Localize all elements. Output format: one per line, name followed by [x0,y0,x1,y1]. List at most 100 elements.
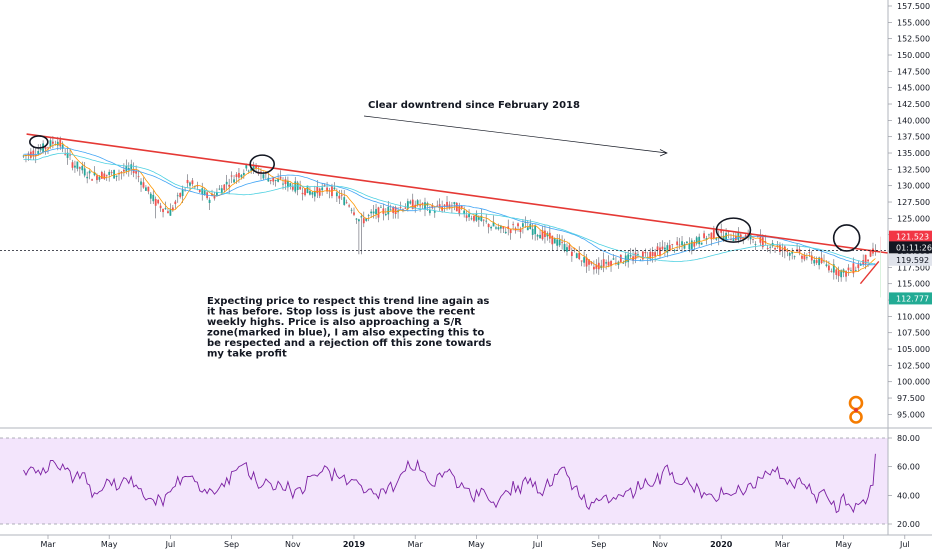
candle-body [247,170,250,172]
candle-body [47,147,49,149]
candle-body [174,201,177,205]
candle-body [245,164,248,169]
analysis-line: weekly highs. Price is also approaching … [207,317,462,328]
candle-body [580,260,583,262]
price-axis[interactable]: 157.500 155.000 152.500 150.000 147.500 145.0… [888,2,930,419]
rsi-pane[interactable] [0,437,888,525]
candle-body [801,255,803,259]
candle-body [830,270,833,272]
rsi-line [23,453,876,514]
candle-body [563,244,566,251]
candle-body [847,267,850,271]
time-tick-label: Mar [775,540,791,549]
candle-body [181,189,184,197]
candle-body [235,174,238,178]
candle-body [171,207,174,211]
candle-body [504,231,507,234]
candle-body [348,205,351,207]
time-tick-label: 2019 [343,540,366,549]
candle-body [757,236,759,238]
candle-body [34,154,37,157]
time-axis[interactable]: Mar May Jul Sep Nov 2019 Mar May Jul Sep Nov 2020 Ma… [40,535,910,549]
candle-body [267,177,270,182]
candle-body [815,260,818,263]
candle-body [710,232,713,240]
candle-body [551,235,554,245]
take-profit-zone[interactable] [880,251,881,298]
candle-body [98,176,101,180]
countdown-tag-bg [889,241,932,254]
candle-body [132,169,135,174]
stop-loss-zone[interactable] [880,236,881,252]
price-pane[interactable]: Clear downtrend since February 2018 Expe… [0,0,889,428]
candle-body [666,245,669,253]
candle-body [668,245,671,252]
candle-body [820,257,823,264]
candle-body [761,237,764,248]
stop-loss-tag: 121.523 [896,233,929,242]
candle-body [389,209,392,211]
candle-body [619,254,622,263]
candle-body [698,236,701,245]
candle-body [458,206,461,215]
candle-body [424,202,426,210]
candle-body [86,176,89,179]
trendline[interactable] [26,133,889,254]
candle-body [651,251,654,257]
candle-body [693,241,696,247]
current-price-tag: 119.592 [896,256,929,265]
analysis-annotation: Expecting price to respect this trend li… [207,296,495,360]
candle-body [69,154,71,156]
candle-body [255,165,257,169]
candle-body [683,243,686,249]
analysis-line: my take profit [207,349,287,360]
candle-body [617,261,620,266]
candle-body [446,201,448,208]
price-tick-label: 135.000 [897,149,930,158]
candle-body [262,174,265,179]
candle-body [661,246,664,250]
rsi-axis[interactable]: 80.00 60.00 40.00 20.00 [888,434,920,529]
candle-body [122,169,125,172]
candle-body [380,206,382,208]
candle-body [277,178,280,182]
candle-body [754,244,757,245]
candle-body [837,270,840,277]
candle-body [526,227,529,231]
candle-body [115,175,118,177]
candle-body [597,262,600,270]
candle-body [725,232,727,241]
candle-body [690,240,693,249]
candle-body [242,172,245,176]
candle-body [840,270,843,278]
candle-body [602,259,605,267]
candle-body [198,189,201,193]
candle-body [480,215,483,221]
time-tick-label: 2020 [710,540,733,549]
candle-body [338,195,341,199]
candle-body [22,155,25,157]
candle-body [357,219,360,222]
candle-body [296,182,299,191]
time-tick-label: Mar [408,540,424,549]
candle-body [656,246,659,251]
take-profit-tag: 112.777 [896,294,929,303]
candle-body [196,185,199,187]
candle-body [110,171,113,173]
candle-body [566,247,568,252]
candle-body [230,175,233,177]
candle-body [578,252,581,260]
candle-body [228,184,231,187]
candle-body [93,172,96,176]
candle-body [531,228,534,235]
stop-loss-tag-bg [889,230,932,243]
candle-body [32,150,35,156]
candle-body [399,207,402,208]
candle-body [105,174,108,176]
candle-body [162,208,164,213]
candle-body [108,171,111,175]
price-tick-label: 107.500 [897,329,930,338]
downtrend-annotation: Clear downtrend since February 2018 [368,100,580,111]
